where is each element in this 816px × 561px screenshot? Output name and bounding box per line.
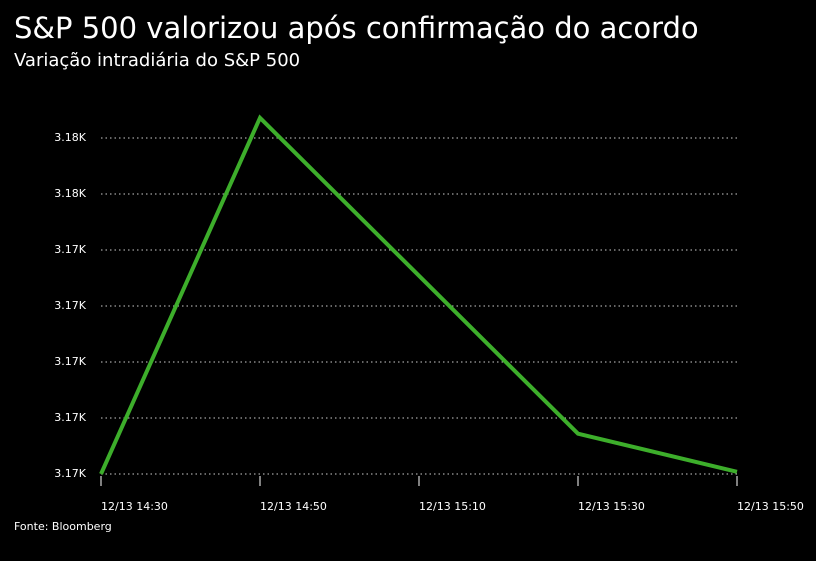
x-tick-label: 12/13 14:30 xyxy=(101,500,168,513)
y-tick-label: 3.17K xyxy=(54,299,86,312)
chart-title: S&P 500 valorizou após confirmação do ac… xyxy=(14,11,699,45)
x-tick-label: 12/13 14:50 xyxy=(260,500,327,513)
y-tick-label: 3.17K xyxy=(54,467,86,480)
source: Fonte: Bloomberg xyxy=(14,520,112,533)
data-line xyxy=(99,114,738,475)
x-tick-label: 12/13 15:30 xyxy=(578,500,645,513)
y-tick-label: 3.17K xyxy=(54,411,86,424)
chart-subtitle: Variação intradiária do S&P 500 xyxy=(14,50,300,71)
x-tick-label: 12/13 15:10 xyxy=(419,500,486,513)
y-tick-label: 3.17K xyxy=(54,243,86,256)
y-tick-label: 3.17K xyxy=(54,355,86,368)
x-tick-label: 12/13 15:50 xyxy=(737,500,804,513)
y-tick-label: 3.18K xyxy=(54,131,86,144)
y-tick-label: 3.18K xyxy=(54,187,86,200)
